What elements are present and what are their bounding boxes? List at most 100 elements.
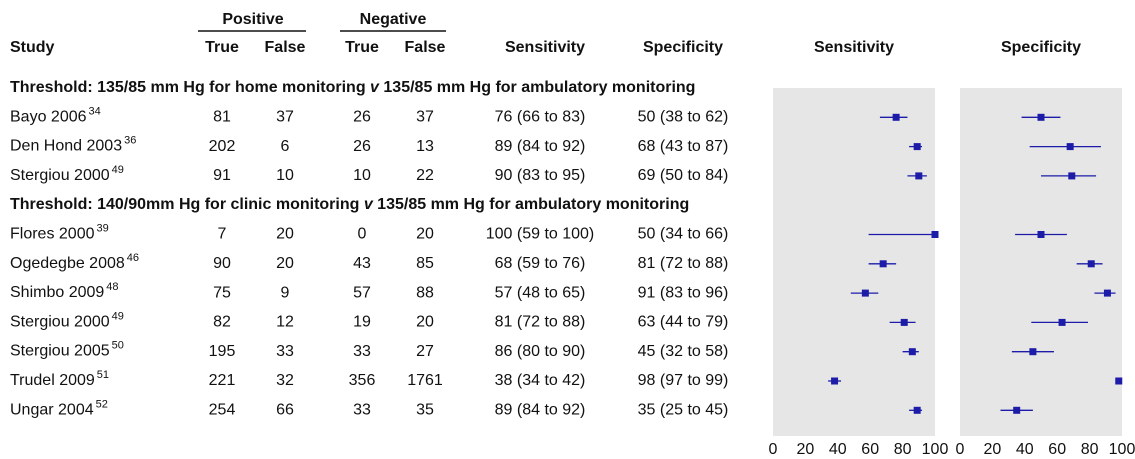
reference: 39 — [97, 222, 109, 234]
point-estimate — [1087, 260, 1095, 268]
group-title-part: Threshold: 135/85 mm Hg for home monitor… — [10, 79, 370, 96]
estimate-cell: 100 (59 to 100) — [486, 226, 595, 243]
study: Bayo 2006 — [10, 109, 87, 126]
study: Stergiou 2005 — [10, 343, 110, 360]
estimate-cell: 91 (83 to 96) — [638, 284, 729, 301]
x-tick-label: 0 — [956, 441, 965, 458]
count-cell: 1761 — [407, 372, 443, 389]
count-cell: 13 — [416, 138, 434, 155]
study-name: Stergiou 2005 50 — [10, 340, 124, 360]
count-cell: 27 — [416, 343, 434, 360]
count-cell: 10 — [353, 167, 371, 184]
reference: 36 — [124, 135, 136, 147]
header: False — [265, 39, 306, 56]
count-cell: 75 — [213, 284, 231, 301]
study-name: Ogedegbe 2008 46 — [10, 252, 139, 272]
x-tick-label: 80 — [1081, 441, 1099, 458]
point-estimate — [915, 172, 923, 180]
estimate-cell: 38 (34 to 42) — [495, 372, 586, 389]
reference: 49 — [112, 164, 124, 176]
count-cell: 91 — [213, 167, 231, 184]
reference: 46 — [127, 252, 139, 264]
count-cell: 6 — [281, 138, 290, 155]
point-estimate — [1013, 406, 1021, 414]
estimate-cell: 68 (43 to 87) — [638, 138, 729, 155]
header: Specificity — [643, 39, 723, 56]
estimate-cell: 50 (38 to 62) — [638, 109, 729, 126]
x-tick-label: 60 — [861, 441, 879, 458]
header: False — [405, 39, 446, 56]
count-cell: 82 — [213, 314, 231, 331]
count-cell: 37 — [416, 109, 434, 126]
point-estimate — [908, 348, 916, 356]
count-cell: 7 — [218, 226, 227, 243]
point-estimate — [1029, 348, 1037, 356]
point-estimate — [879, 260, 887, 268]
count-cell: 9 — [281, 284, 290, 301]
x-tick-label: 60 — [1048, 441, 1066, 458]
estimate-cell: 90 (83 to 95) — [495, 167, 586, 184]
reference: 50 — [112, 340, 124, 352]
x-tick-label: 40 — [829, 441, 847, 458]
count-cell: 221 — [209, 372, 236, 389]
study: Den Hond 2003 — [10, 138, 122, 155]
point-estimate — [913, 406, 921, 414]
group-title: Threshold: 135/85 mm Hg for home monitor… — [10, 79, 695, 96]
count-cell: 33 — [353, 402, 371, 419]
count-cell: 22 — [416, 167, 434, 184]
study: Ogedegbe 2008 — [10, 255, 125, 272]
study: Trudel 2009 — [10, 372, 95, 389]
x-tick-label: 20 — [984, 441, 1002, 458]
point-estimate — [1066, 143, 1074, 151]
count-cell: 37 — [276, 109, 294, 126]
count-cell: 57 — [353, 284, 371, 301]
estimate-cell: 57 (48 to 65) — [495, 284, 586, 301]
panel-bg — [960, 88, 1122, 436]
point-estimate — [1115, 377, 1123, 385]
count-cell: 33 — [276, 343, 294, 360]
count-cell: 20 — [276, 226, 294, 243]
header: Sensitivity — [505, 39, 585, 56]
study: Ungar 2004 — [10, 402, 94, 419]
study-name: Stergiou 2000 49 — [10, 310, 124, 330]
count-cell: 33 — [353, 343, 371, 360]
estimate-cell: 76 (66 to 83) — [495, 109, 586, 126]
count-cell: 12 — [276, 314, 294, 331]
count-cell: 26 — [353, 109, 371, 126]
point-estimate — [1103, 289, 1111, 297]
header: Specificity — [1001, 39, 1081, 56]
study: Flores 2000 — [10, 226, 95, 243]
count-cell: 81 — [213, 109, 231, 126]
estimate-cell: 69 (50 to 84) — [638, 167, 729, 184]
point-estimate — [900, 318, 908, 326]
count-cell: 20 — [416, 314, 434, 331]
reference: 48 — [106, 281, 118, 293]
point-estimate — [913, 143, 921, 151]
estimate-cell: 81 (72 to 88) — [638, 255, 729, 272]
point-estimate — [1037, 113, 1045, 121]
study: Stergiou 2000 — [10, 314, 110, 331]
point-estimate — [1058, 318, 1066, 326]
count-cell: 43 — [353, 255, 371, 272]
estimate-cell: 35 (25 to 45) — [638, 402, 729, 419]
group-title-part: v — [364, 196, 374, 213]
study: Shimbo 2009 — [10, 284, 104, 301]
x-tick-label: 20 — [797, 441, 815, 458]
estimate-cell: 63 (44 to 79) — [638, 314, 729, 331]
header: Negative — [360, 11, 427, 28]
group-title-part: Threshold: 140/90mm Hg for clinic monito… — [10, 196, 364, 213]
study-name: Ungar 2004 52 — [10, 398, 108, 418]
reference: 34 — [89, 105, 101, 117]
header: Study — [10, 39, 55, 56]
header: Positive — [222, 11, 283, 28]
header: Sensitivity — [814, 39, 894, 56]
count-cell: 202 — [209, 138, 236, 155]
study-name: Shimbo 2009 48 — [10, 281, 119, 301]
count-cell: 88 — [416, 284, 434, 301]
count-cell: 10 — [276, 167, 294, 184]
estimate-cell: 68 (59 to 76) — [495, 255, 586, 272]
x-tick-label: 0 — [769, 441, 778, 458]
count-cell: 66 — [276, 402, 294, 419]
group-title: Threshold: 140/90mm Hg for clinic monito… — [10, 196, 689, 213]
x-tick-label: 80 — [894, 441, 912, 458]
